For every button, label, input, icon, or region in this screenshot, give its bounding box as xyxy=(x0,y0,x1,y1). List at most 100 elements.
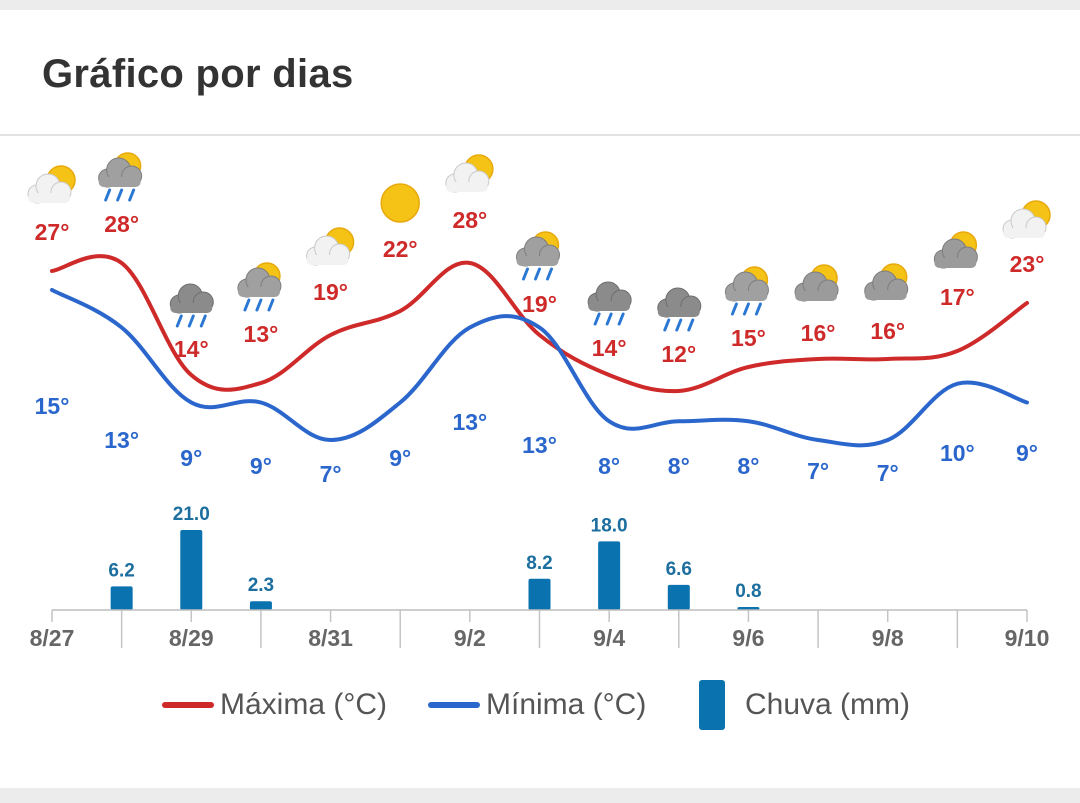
rain-value-label: 18.0 xyxy=(591,515,628,536)
rain-drop xyxy=(267,298,275,312)
min-temp-label: 15° xyxy=(35,393,70,419)
cloud-shape xyxy=(306,235,351,266)
rain-drop xyxy=(663,318,671,332)
legend-item-min[interactable]: Mínima (°C) xyxy=(428,675,646,735)
cloud-shape xyxy=(237,267,282,298)
legend-max-swatch xyxy=(162,702,214,708)
sun-icon xyxy=(380,183,420,223)
rain-value-label: 21.0 xyxy=(173,504,210,525)
cloud-shape xyxy=(445,162,490,193)
min-temp-label: 7° xyxy=(320,461,342,487)
min-temp-line xyxy=(50,288,1029,448)
min-temp-label: 8° xyxy=(737,453,759,479)
rain-drop xyxy=(742,302,750,316)
max-temp-label: 23° xyxy=(1010,251,1045,277)
rain-drop xyxy=(199,314,207,328)
rain-value-label: 6.2 xyxy=(108,560,134,581)
x-tick-label: 9/8 xyxy=(872,625,904,651)
min-temp-label: 7° xyxy=(807,458,829,484)
rain-drop xyxy=(617,312,625,326)
temperature-lines xyxy=(50,254,1029,448)
rain-drop xyxy=(593,312,601,326)
rain-drop xyxy=(255,298,263,312)
legend-min-swatch xyxy=(428,702,480,708)
rain-value-label: 0.8 xyxy=(735,581,761,602)
max-temp-label: 15° xyxy=(731,325,766,351)
partly-cloudy-icon xyxy=(27,165,76,204)
min-temp-label: 13° xyxy=(104,427,139,453)
min-temp-label: 9° xyxy=(1016,440,1038,466)
sun-shape xyxy=(380,183,420,223)
page-title: Gráfico por dias xyxy=(42,52,354,96)
rain-bar xyxy=(528,578,551,610)
max-temp-label: 17° xyxy=(940,284,975,310)
rain-value-label: 2.3 xyxy=(248,575,274,596)
rain-drop xyxy=(730,302,738,316)
partly-cloudy-icon xyxy=(445,154,494,193)
legend-rain-label: Chuva (mm) xyxy=(745,688,911,721)
rain-drop xyxy=(116,188,124,202)
rain-bar xyxy=(249,601,272,610)
cloud-shape xyxy=(27,173,72,204)
rain-drop xyxy=(675,318,683,332)
cloud-shape xyxy=(794,271,839,302)
min-temp-label: 9° xyxy=(389,445,411,471)
rain-bar xyxy=(180,530,203,610)
rain-drop xyxy=(175,314,183,328)
x-tick-label: 9/6 xyxy=(732,625,764,651)
legend-rain-swatch xyxy=(699,680,725,730)
rain-bar xyxy=(737,606,760,610)
max-temp-label: 16° xyxy=(801,320,836,346)
cloud-shape xyxy=(98,157,143,188)
max-temp-label: 19° xyxy=(522,291,557,317)
x-tick-label: 8/27 xyxy=(30,625,75,651)
partly-cloudy-icon xyxy=(306,227,355,266)
max-temp-label: 16° xyxy=(870,318,905,344)
x-axis: 8/27 8/29 8/31 9/2 9/4 9/6 9/8 9/10 xyxy=(30,609,1049,651)
chart-legend: Máxima (°C) Mínima (°C) Chuva (mm) xyxy=(0,675,1080,735)
x-tick-label: 8/29 xyxy=(169,625,214,651)
cloud-rain-sun-icon xyxy=(516,231,560,281)
legend-min-label: Mínima (°C) xyxy=(486,688,647,721)
rain-drop xyxy=(128,188,136,202)
min-temp-label: 9° xyxy=(180,445,202,471)
min-temp-label: 9° xyxy=(250,453,272,479)
cloud-shape xyxy=(724,271,769,302)
rain-drop xyxy=(187,314,195,328)
max-temp-label: 14° xyxy=(592,335,627,361)
cloudy-sun-icon xyxy=(864,263,909,301)
cloud-shape xyxy=(864,270,909,301)
rain-drop xyxy=(522,267,529,281)
max-temp-label: 22° xyxy=(383,236,418,262)
temperature-labels: 27° 28° 14° 13° 19° 22° 28° 19° 14° 12° 15° 16° 16° 1… xyxy=(35,207,1045,487)
rain-drop xyxy=(546,267,553,281)
min-temp-label: 7° xyxy=(877,460,899,486)
cloudy-sun-icon xyxy=(794,264,839,302)
cloud-shape xyxy=(516,236,560,267)
x-tick-label: 9/4 xyxy=(593,625,625,651)
rain-cloud-icon xyxy=(587,281,632,326)
cloud-shape xyxy=(933,238,978,269)
max-temp-label: 14° xyxy=(174,336,209,362)
max-temp-label: 19° xyxy=(313,279,348,305)
min-temp-label: 8° xyxy=(668,453,690,479)
cloud-rain-sun-icon xyxy=(98,152,143,202)
rain-drop xyxy=(243,298,251,312)
min-temp-label: 13° xyxy=(522,432,557,458)
max-temp-label: 27° xyxy=(35,219,70,245)
cloud-shape xyxy=(587,281,632,312)
weather-icons xyxy=(27,152,1051,332)
rain-value-label: 6.6 xyxy=(666,559,692,580)
cloud-shape xyxy=(657,287,702,318)
rain-cloud-icon xyxy=(169,283,214,328)
cloud-rain-sun-icon xyxy=(724,266,769,316)
cloudy-sun-icon xyxy=(933,231,978,269)
rain-bar xyxy=(110,586,133,610)
min-temp-label: 13° xyxy=(452,409,487,435)
legend-item-max[interactable]: Máxima (°C) xyxy=(162,675,387,735)
rain-bar xyxy=(598,541,621,610)
legend-item-rain[interactable]: Chuva (mm) xyxy=(699,675,910,735)
rain-drop xyxy=(605,312,613,326)
min-temp-label: 10° xyxy=(940,440,975,466)
